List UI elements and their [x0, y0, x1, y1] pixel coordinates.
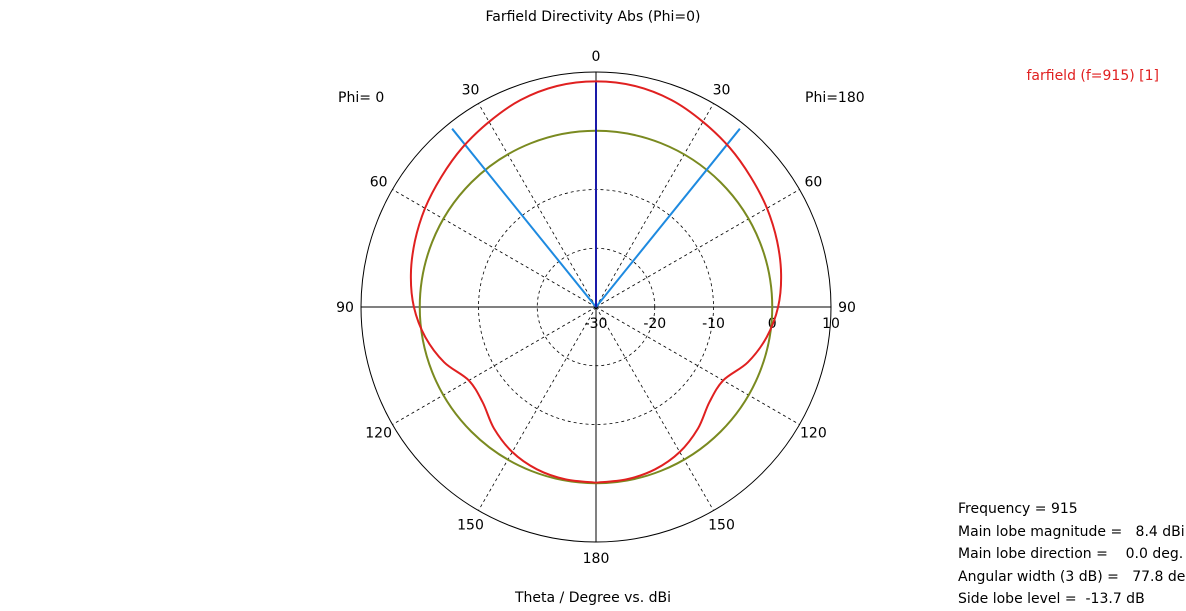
- angle-tick-label: 150: [708, 517, 735, 533]
- angle-tick-label: 0: [592, 49, 601, 65]
- grid-spoke: [478, 103, 597, 308]
- series-line: [409, 80, 783, 484]
- angle-tick-label: 120: [800, 426, 827, 442]
- radial-tick-label: -30: [585, 316, 608, 332]
- angle-tick-label: 120: [365, 426, 392, 442]
- phi-left-label: Phi= 0: [338, 90, 385, 106]
- angle-tick-label: 90: [336, 300, 354, 316]
- radial-tick-label: 10: [822, 316, 840, 332]
- beamwidth-line: [595, 128, 741, 308]
- x-axis-label: Theta / Degree vs. dBi: [515, 590, 671, 606]
- info-main-lobe-magnitude: Main lobe magnitude = 8.4 dBi: [958, 523, 1185, 540]
- radial-tick-label: -20: [643, 316, 666, 332]
- grid-spoke: [595, 103, 714, 308]
- beamwidth-line: [451, 128, 597, 308]
- grid-spoke: [392, 189, 597, 308]
- info-main-lobe-direction: Main lobe direction = 0.0 deg.: [958, 546, 1184, 562]
- angle-tick-label: 60: [370, 175, 388, 191]
- angle-tick-label: 150: [457, 517, 484, 533]
- legend-entry: farfield (f=915) [1]: [1026, 68, 1159, 84]
- angle-tick-label: 30: [462, 83, 480, 99]
- info-panel: Frequency = 915 Main lobe magnitude = 8.…: [958, 498, 1186, 611]
- radial-tick-label: -10: [702, 316, 725, 332]
- angle-tick-label: 90: [838, 300, 856, 316]
- angle-tick-label: 60: [804, 175, 822, 191]
- series-layer: [409, 80, 783, 485]
- info-frequency: Frequency = 915: [958, 501, 1078, 517]
- chart-title: Farfield Directivity Abs (Phi=0): [485, 9, 701, 25]
- info-side-lobe-level: Side lobe level = -13.7 dB: [958, 591, 1145, 607]
- angle-tick-label: 30: [713, 83, 731, 99]
- grid-spoke: [595, 189, 800, 308]
- angle-tick-label: 180: [583, 551, 610, 567]
- info-angular-width: Angular width (3 dB) = 77.8 deg.: [958, 568, 1186, 585]
- phi-right-label: Phi=180: [805, 90, 865, 106]
